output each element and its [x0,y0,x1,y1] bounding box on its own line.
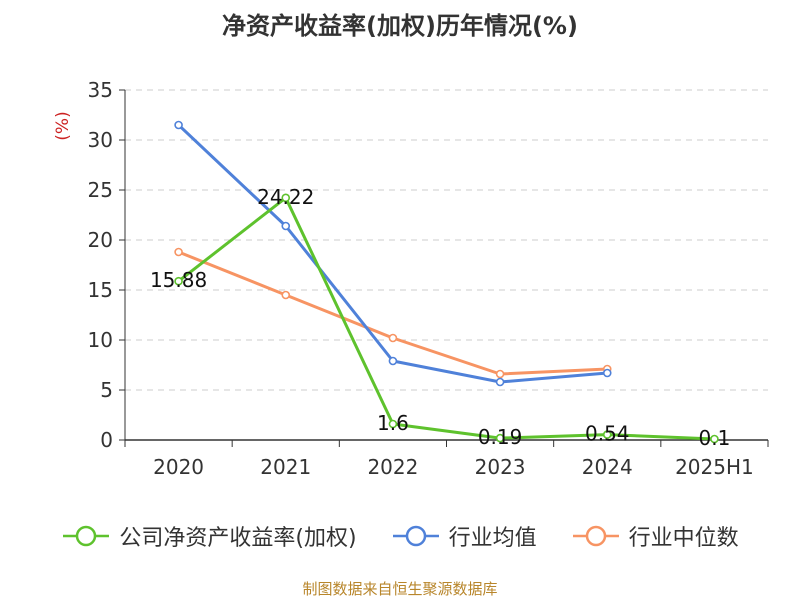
axes: 0 5 10 15 20 25 30 35 2020 2021 2022 2023 2024 2025H1 [88,78,769,479]
y-tick-label: 35 [88,78,113,102]
data-label: 24.22 [257,185,314,209]
y-tick-label: 30 [88,128,113,152]
legend-item[interactable]: 行业均值 [391,520,537,552]
y-tick-label: 15 [88,278,113,302]
data-point [388,356,398,366]
x-tick-label: 2020 [153,455,204,479]
data-label: 15.88 [150,268,207,292]
series [174,120,719,444]
series-line [177,196,715,441]
grid-lines [125,89,768,391]
y-tick-label: 5 [100,378,113,402]
legend-marker-icon [63,525,110,547]
data-labels: 15.88 24.22 1.6 0.19 0.54 0.1 [150,185,730,450]
data-label: 0.1 [699,426,731,450]
data-point [388,333,398,343]
data-point [174,276,183,286]
x-tick-label: 2021 [260,455,311,479]
y-axis-label: (%) [53,111,73,140]
y-tick-label: 10 [88,328,113,352]
y-tick-label: 25 [88,178,113,202]
data-point [281,221,291,231]
data-label: 0.19 [478,425,523,449]
legend-marker-icon [392,525,439,547]
y-tick-label: 0 [100,428,113,452]
series-line [178,250,608,376]
x-tick-label: 2024 [582,455,633,479]
data-point [388,419,398,429]
x-tick-label: 2022 [367,455,418,479]
data-point [174,247,183,257]
data-label: 1.6 [377,411,409,435]
x-tick-label: 2025H1 [675,455,754,479]
data-point [281,290,291,300]
data-point [495,377,505,387]
data-point [602,430,612,439]
legend-item[interactable]: 公司净资产收益率(加权) [61,520,357,552]
chart-title: 净资产收益率(加权)历年情况(%) [222,12,578,40]
x-tick-label: 2023 [475,455,526,479]
legend-marker-icon [572,525,619,547]
data-point [281,193,291,203]
data-point [602,368,612,378]
legend-item[interactable]: 行业中位数 [571,520,739,552]
data-point [174,120,183,130]
data-label: 0.54 [585,422,630,446]
legend: 公司净资产收益率(加权) 行业均值 行业中位数 [0,520,800,552]
legend-label: 公司净资产收益率(加权) [119,526,357,551]
legend-label: 行业中位数 [628,526,739,551]
data-point [495,369,505,379]
data-point [495,433,505,443]
series-line [177,123,608,384]
data-point [710,434,719,444]
source-note: 制图数据来自恒生聚源数据库 [302,580,498,598]
y-tick-label: 20 [88,228,113,252]
legend-label: 行业均值 [448,526,537,551]
